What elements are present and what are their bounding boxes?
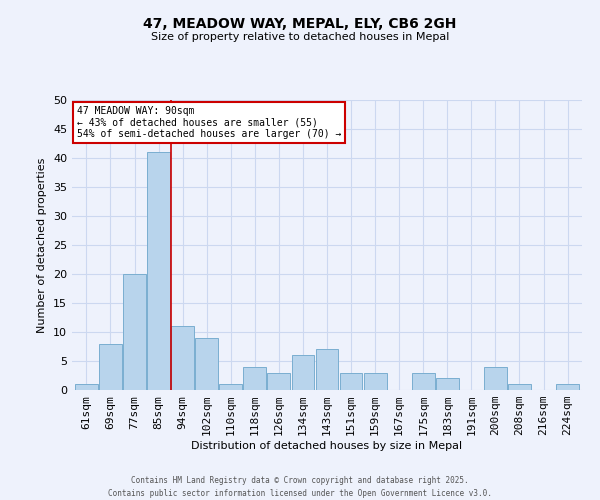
Y-axis label: Number of detached properties: Number of detached properties (37, 158, 47, 332)
Bar (171, 326, 194, 390)
Bar (316, 350, 338, 390)
Bar (340, 372, 362, 390)
Bar (556, 384, 579, 390)
Text: Contains HM Land Registry data © Crown copyright and database right 2025.
Contai: Contains HM Land Registry data © Crown c… (108, 476, 492, 498)
Bar (508, 384, 531, 390)
Bar (147, 152, 170, 390)
Text: 47 MEADOW WAY: 90sqm
← 43% of detached houses are smaller (55)
54% of semi-detac: 47 MEADOW WAY: 90sqm ← 43% of detached h… (77, 106, 341, 139)
X-axis label: Distribution of detached houses by size in Mepal: Distribution of detached houses by size … (191, 441, 463, 451)
Text: Size of property relative to detached houses in Mepal: Size of property relative to detached ho… (151, 32, 449, 42)
Bar (412, 372, 434, 390)
Bar (123, 274, 146, 390)
Text: 47, MEADOW WAY, MEPAL, ELY, CB6 2GH: 47, MEADOW WAY, MEPAL, ELY, CB6 2GH (143, 18, 457, 32)
Bar (220, 384, 242, 390)
Bar (75, 384, 98, 390)
Bar (292, 355, 314, 390)
Bar (195, 338, 218, 390)
Bar (268, 372, 290, 390)
Bar (99, 344, 122, 390)
Bar (244, 367, 266, 390)
Bar (436, 378, 459, 390)
Bar (484, 367, 507, 390)
Bar (364, 372, 386, 390)
